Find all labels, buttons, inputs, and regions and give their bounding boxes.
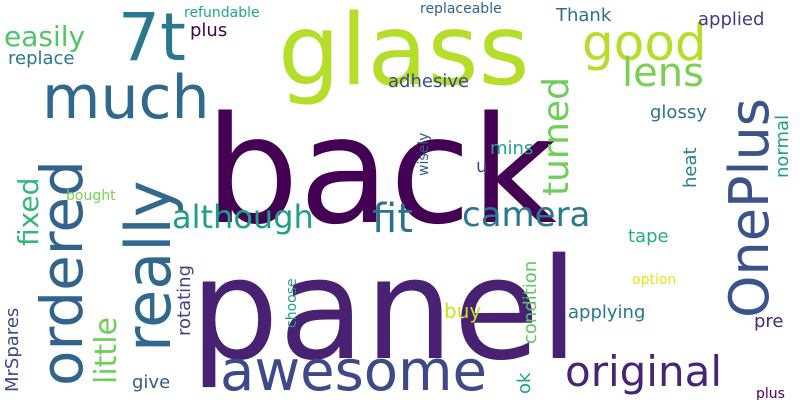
word-fit: fit <box>372 196 413 242</box>
word-although: although <box>172 198 314 236</box>
word-good: good <box>582 14 707 72</box>
word-mrspares: MrSpares <box>2 308 23 392</box>
word-panel: panel <box>190 229 578 392</box>
word-7t: 7t <box>118 0 186 76</box>
word-replace: replace <box>8 48 75 69</box>
word-applying: applying <box>568 302 645 323</box>
word-lens: lens <box>622 50 704 96</box>
word-give: give <box>132 372 170 393</box>
word-fixed: fixed <box>12 178 45 246</box>
word-u: u <box>476 156 487 177</box>
word-rotating: rotating <box>174 265 195 336</box>
word-glass: glass <box>278 0 530 108</box>
word-little: little <box>89 317 124 384</box>
word-plus: plus <box>190 20 227 41</box>
word-heat: heat <box>680 147 701 188</box>
word-tape: tape <box>628 226 669 247</box>
word-pre: pre <box>754 311 784 332</box>
word-turned: turned <box>536 77 577 196</box>
word-wisely: wisely <box>416 133 432 176</box>
word-glossy: glossy <box>650 102 707 123</box>
word-applied: applied <box>698 9 764 30</box>
word-original: original <box>565 347 722 396</box>
word-camera: camera <box>462 195 590 235</box>
word-choose: choose <box>284 278 300 328</box>
word-mins: mins <box>490 138 533 159</box>
word-back: back <box>205 85 557 257</box>
word-ordered: ordered <box>28 160 96 386</box>
word-oneplus: OnePlus <box>718 98 781 318</box>
word-plus-2: plus <box>756 386 785 400</box>
word-easily: easily <box>4 20 85 53</box>
word-normal: normal <box>772 115 793 178</box>
word-buy: buy <box>444 299 481 323</box>
word-really: really <box>112 181 185 352</box>
word-much: much <box>42 63 210 133</box>
word-condition: condition <box>520 261 541 344</box>
word-ok: ok <box>514 372 535 394</box>
word-replaceable: replaceable <box>420 1 502 17</box>
word-refundable: refundable <box>184 5 260 21</box>
word-adhesive: adhesive <box>388 71 469 92</box>
word-awesome: awesome <box>220 339 487 400</box>
word-bought: bought <box>66 188 116 204</box>
word-option: option <box>632 272 676 288</box>
word-thank: Thank <box>555 5 612 26</box>
